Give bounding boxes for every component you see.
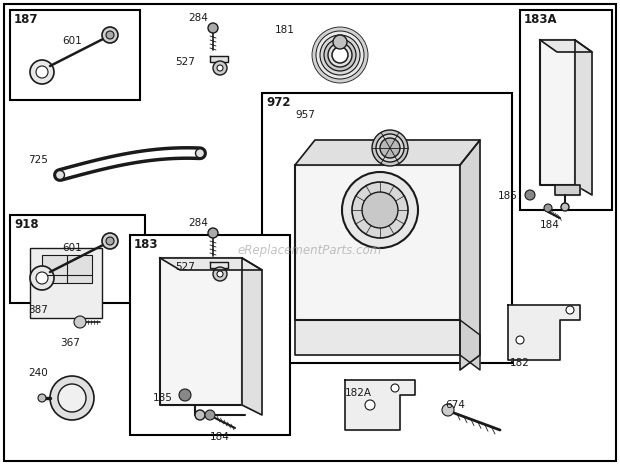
Circle shape	[38, 394, 46, 402]
Text: 918: 918	[14, 218, 38, 231]
Circle shape	[342, 172, 418, 248]
Text: 185: 185	[153, 393, 173, 403]
Circle shape	[30, 266, 54, 290]
Polygon shape	[540, 40, 575, 185]
Circle shape	[442, 404, 454, 416]
Polygon shape	[540, 40, 592, 52]
Circle shape	[316, 31, 364, 79]
Polygon shape	[210, 262, 228, 268]
Text: 725: 725	[28, 155, 48, 165]
Circle shape	[213, 61, 227, 75]
Polygon shape	[242, 258, 262, 415]
Circle shape	[333, 35, 347, 49]
Text: 182A: 182A	[345, 388, 372, 398]
Polygon shape	[295, 165, 460, 320]
Circle shape	[217, 65, 223, 71]
Polygon shape	[210, 56, 228, 62]
Circle shape	[195, 410, 205, 420]
Bar	[262, 93, 512, 363]
Bar	[10, 10, 140, 100]
Circle shape	[102, 233, 118, 249]
Polygon shape	[295, 320, 460, 355]
Circle shape	[208, 23, 218, 33]
Text: 284: 284	[188, 218, 208, 228]
Circle shape	[106, 31, 114, 39]
Polygon shape	[555, 185, 580, 195]
Circle shape	[106, 237, 114, 245]
Polygon shape	[160, 258, 262, 270]
Text: 182: 182	[510, 358, 530, 368]
Polygon shape	[160, 258, 242, 405]
Text: 957: 957	[295, 110, 315, 120]
Text: 185: 185	[498, 191, 518, 201]
Circle shape	[324, 39, 356, 71]
Text: 601: 601	[62, 243, 82, 253]
Polygon shape	[575, 40, 592, 195]
Circle shape	[30, 60, 54, 84]
Circle shape	[332, 47, 348, 63]
Circle shape	[544, 204, 552, 212]
Text: 972: 972	[266, 96, 291, 109]
Circle shape	[179, 389, 191, 401]
Text: 527: 527	[175, 262, 195, 272]
Bar	[42, 255, 92, 283]
Circle shape	[58, 384, 86, 412]
Polygon shape	[460, 320, 480, 370]
Circle shape	[56, 171, 64, 179]
Text: 601: 601	[62, 36, 82, 46]
Text: 183A: 183A	[524, 13, 557, 26]
Circle shape	[391, 384, 399, 392]
Text: 183: 183	[134, 238, 159, 251]
Circle shape	[525, 190, 535, 200]
Text: eReplacementParts.com: eReplacementParts.com	[238, 244, 382, 257]
Circle shape	[102, 27, 118, 43]
Circle shape	[217, 271, 223, 277]
Circle shape	[213, 267, 227, 281]
Circle shape	[566, 306, 574, 314]
Bar	[10, 215, 145, 303]
Polygon shape	[460, 140, 480, 370]
Polygon shape	[508, 305, 580, 360]
Text: 387: 387	[28, 305, 48, 315]
Polygon shape	[345, 380, 415, 430]
Circle shape	[74, 316, 86, 328]
Text: 181: 181	[275, 25, 295, 35]
Circle shape	[352, 182, 408, 238]
Circle shape	[516, 336, 524, 344]
Circle shape	[312, 27, 368, 83]
Bar	[30, 248, 102, 318]
Bar	[520, 10, 612, 210]
Circle shape	[205, 410, 215, 420]
Circle shape	[195, 149, 205, 158]
Circle shape	[561, 203, 569, 211]
Text: 284: 284	[188, 13, 208, 23]
Circle shape	[365, 400, 375, 410]
Text: 367: 367	[60, 338, 80, 348]
Circle shape	[362, 192, 398, 228]
Text: 527: 527	[175, 57, 195, 67]
Polygon shape	[295, 140, 480, 165]
Circle shape	[320, 35, 360, 75]
Text: 184: 184	[540, 220, 560, 230]
Text: 187: 187	[14, 13, 38, 26]
Circle shape	[36, 66, 48, 78]
Circle shape	[380, 138, 400, 158]
Circle shape	[328, 43, 352, 67]
Circle shape	[372, 130, 408, 166]
Bar	[130, 235, 290, 435]
Circle shape	[50, 376, 94, 420]
Circle shape	[376, 134, 404, 162]
Circle shape	[36, 272, 48, 284]
Text: 184: 184	[210, 432, 230, 442]
Circle shape	[208, 228, 218, 238]
Text: 240: 240	[28, 368, 48, 378]
Text: 674: 674	[445, 400, 465, 410]
